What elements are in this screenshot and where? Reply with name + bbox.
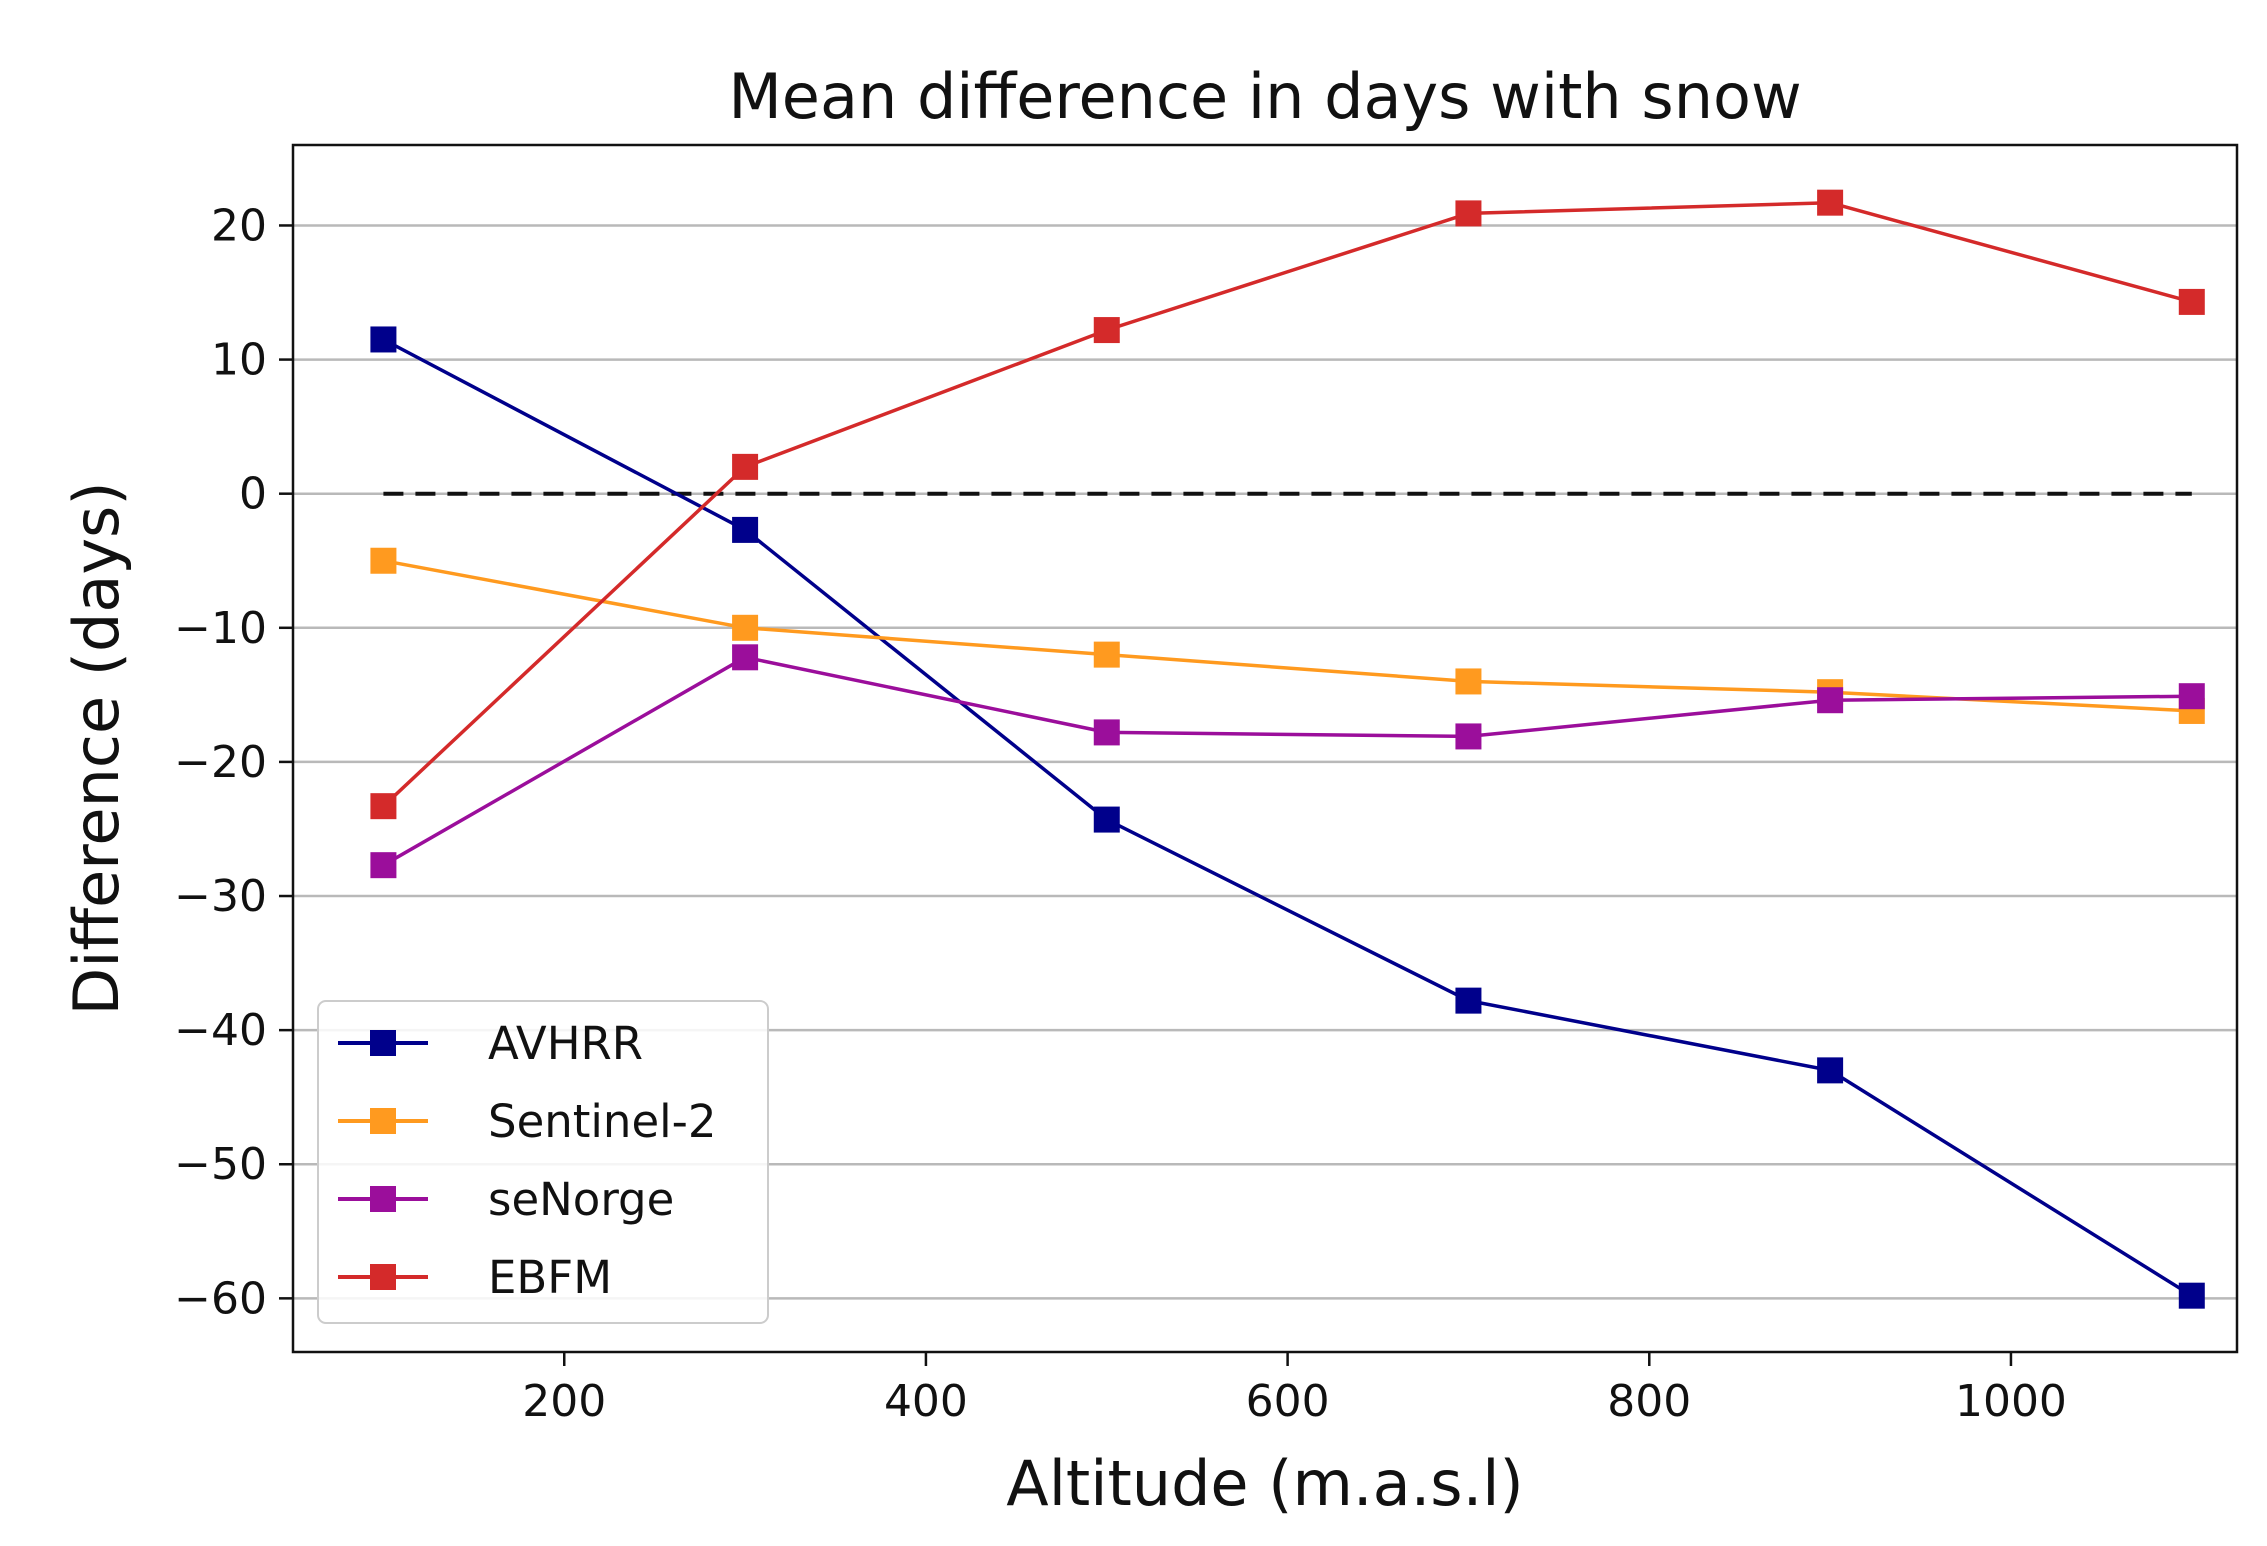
data-point-avhrr	[1817, 1057, 1844, 1084]
y-tick-label: 0	[239, 469, 267, 520]
series-senorge	[370, 644, 2205, 879]
y-tick-label: −50	[174, 1139, 267, 1190]
data-point-avhrr	[732, 516, 759, 543]
series-line-avhrr	[382, 337, 2193, 1298]
y-axis-ticks: 20 10 0 −10 −20 −30 −40 −50 −60	[174, 200, 293, 1324]
data-point-senorge	[2178, 683, 2205, 710]
data-point-sentinel-2	[1093, 641, 1120, 668]
y-tick-label: 20	[211, 200, 267, 251]
data-point-ebfm	[2178, 288, 2205, 315]
data-point-sentinel-2	[1455, 668, 1482, 695]
x-axis-label: Altitude (m.a.s.l)	[1006, 1447, 1523, 1520]
data-series	[370, 189, 2205, 1309]
legend-entry-avhrr: AVHRR	[338, 1017, 643, 1070]
legend-entry-senorge: seNorge	[338, 1173, 674, 1226]
legend-label-sentinel-2: Sentinel-2	[488, 1095, 717, 1148]
x-tick-label: 400	[884, 1376, 968, 1427]
plot-frame	[291, 143, 2239, 1354]
data-point-avhrr	[370, 326, 397, 353]
y-axis-label: Difference (days)	[60, 481, 133, 1015]
y-tick-label: −10	[174, 603, 267, 654]
legend-entry-sentinel-2: Sentinel-2	[338, 1095, 717, 1148]
data-point-ebfm	[1455, 200, 1482, 227]
series-ebfm	[370, 189, 2205, 820]
data-point-senorge	[1093, 719, 1120, 746]
x-axis-ticks: 200 400 600 800 1000	[522, 1352, 2067, 1427]
data-point-sentinel-2	[732, 614, 759, 641]
y-tick-label: −40	[174, 1005, 267, 1056]
legend-label-avhrr: AVHRR	[488, 1017, 643, 1070]
legend-entry-ebfm: EBFM	[338, 1251, 612, 1304]
y-tick-label: −20	[174, 737, 267, 788]
series-line-senorge	[382, 655, 2192, 867]
data-point-senorge	[732, 644, 759, 671]
data-point-ebfm	[1093, 317, 1120, 344]
data-point-ebfm	[370, 793, 397, 820]
data-point-avhrr	[1455, 987, 1482, 1014]
data-point-avhrr	[1093, 806, 1120, 833]
data-point-ebfm	[732, 453, 759, 480]
x-tick-label: 200	[522, 1376, 606, 1427]
data-point-ebfm	[1817, 189, 1844, 216]
data-point-sentinel-2	[370, 547, 397, 574]
y-tick-label: −30	[174, 871, 267, 922]
series-line-ebfm	[382, 200, 2193, 808]
legend-marker-sentinel-2	[370, 1108, 396, 1134]
x-tick-label: 600	[1246, 1376, 1330, 1427]
legend-label-ebfm: EBFM	[488, 1251, 612, 1304]
legend-marker-senorge	[370, 1186, 396, 1212]
legend-marker-avhrr	[370, 1030, 396, 1056]
series-line-sentinel-2	[383, 558, 2192, 713]
series-avhrr	[370, 326, 2205, 1309]
data-point-senorge	[370, 852, 397, 879]
x-tick-label: 1000	[1955, 1376, 2067, 1427]
data-point-senorge	[1817, 687, 1844, 714]
y-tick-label: 10	[211, 335, 267, 386]
y-tick-label: −60	[174, 1273, 267, 1324]
chart-title: Mean difference in days with snow	[728, 60, 1801, 133]
legend-label-senorge: seNorge	[488, 1173, 674, 1226]
x-tick-label: 800	[1607, 1376, 1691, 1427]
legend-frame	[317, 1000, 769, 1324]
data-point-avhrr	[2178, 1282, 2205, 1309]
legend: AVHRR Sentinel-2 seNorge EBFM	[317, 1000, 769, 1324]
legend-marker-ebfm	[370, 1264, 396, 1290]
data-point-senorge	[1455, 723, 1482, 750]
